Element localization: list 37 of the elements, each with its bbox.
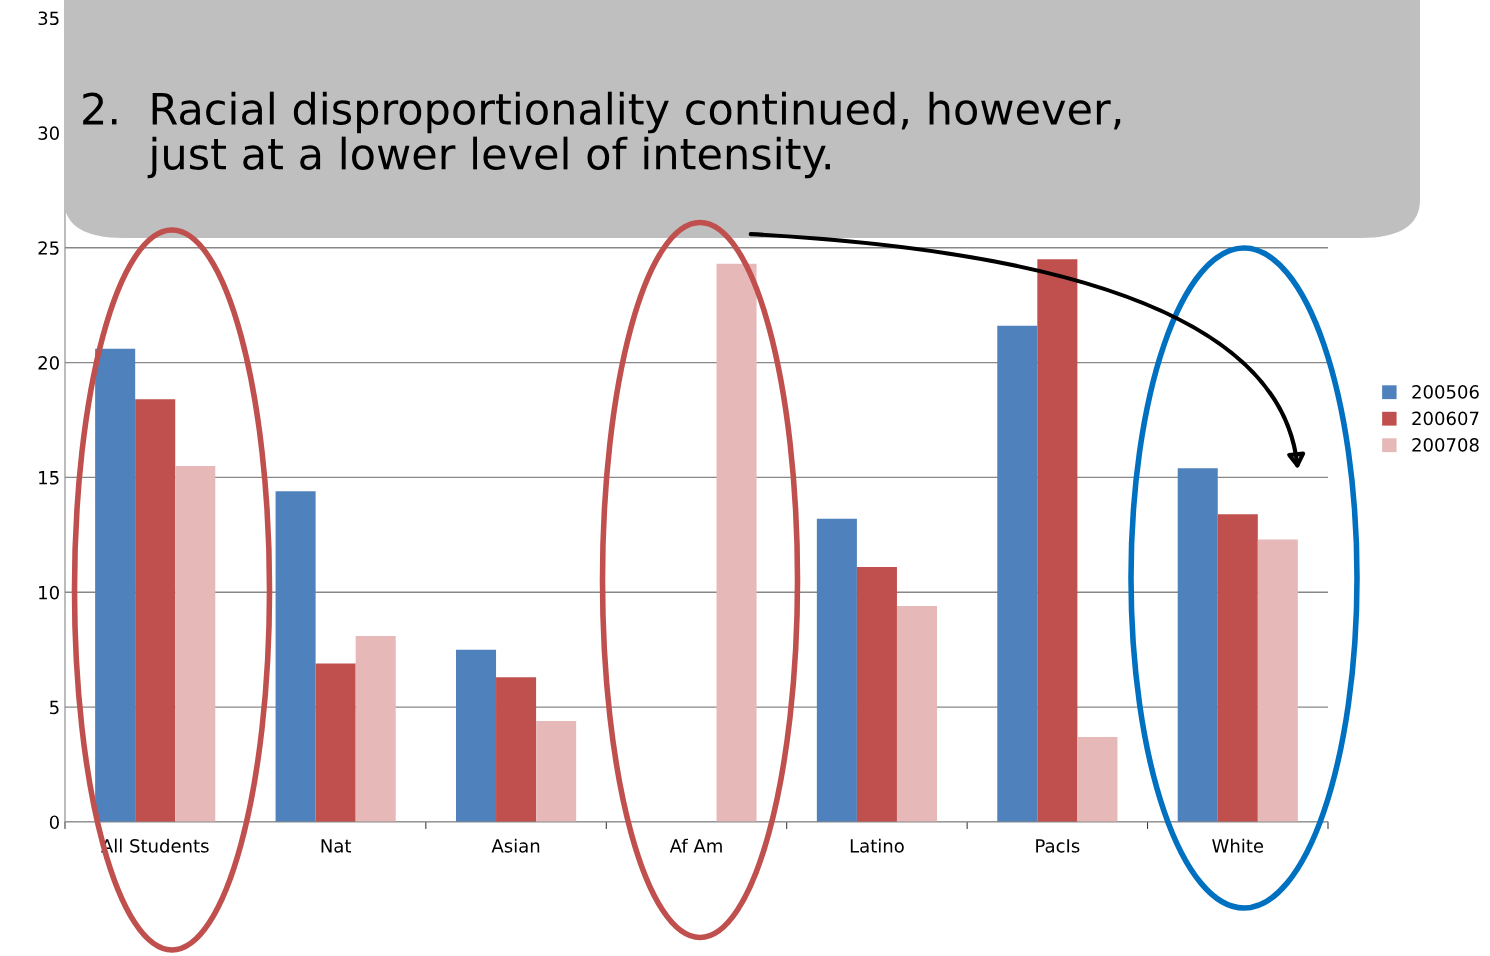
y-tick-label: 15	[39, 471, 59, 485]
x-tick-label: Af Am	[669, 838, 722, 853]
bar	[355, 635, 396, 822]
y-tick-label: 30	[38, 126, 59, 140]
bar	[856, 567, 897, 822]
bar	[275, 491, 316, 822]
bar	[816, 518, 857, 822]
y-tick-label: 20	[38, 356, 59, 370]
bar	[455, 649, 497, 822]
x-tick-label: Nat	[321, 839, 352, 853]
y-tick-label: 5	[50, 700, 59, 715]
x-tick-label: Latino	[850, 838, 904, 853]
bar	[95, 348, 136, 822]
bar	[716, 263, 757, 822]
bar	[496, 677, 537, 822]
bar	[135, 399, 176, 822]
x-tick-label: White	[1212, 838, 1264, 853]
bar	[896, 606, 938, 822]
bar	[1217, 514, 1258, 822]
bar	[1177, 468, 1218, 822]
bar	[1077, 737, 1118, 822]
bar	[315, 663, 356, 822]
legend-label: 200708	[1412, 438, 1479, 452]
y-tick-label: 10	[39, 585, 59, 600]
bar	[536, 720, 577, 822]
legend-label: 200506	[1412, 385, 1479, 399]
y-tick-label: 35	[38, 11, 59, 26]
text: 2. Racial disproportionality continued, however, just at a lower level of intensity.	[83, 91, 1121, 179]
y-tick-label: 0	[49, 815, 59, 830]
x-tick-label: PacIs	[1036, 839, 1080, 853]
legend-label: 200607	[1412, 411, 1479, 426]
y-tick-label: 25	[38, 241, 59, 255]
bar	[997, 325, 1038, 822]
bar	[1037, 259, 1078, 822]
x-tick-label: Asian	[491, 838, 540, 853]
bar	[1257, 539, 1298, 822]
bar	[175, 465, 216, 822]
